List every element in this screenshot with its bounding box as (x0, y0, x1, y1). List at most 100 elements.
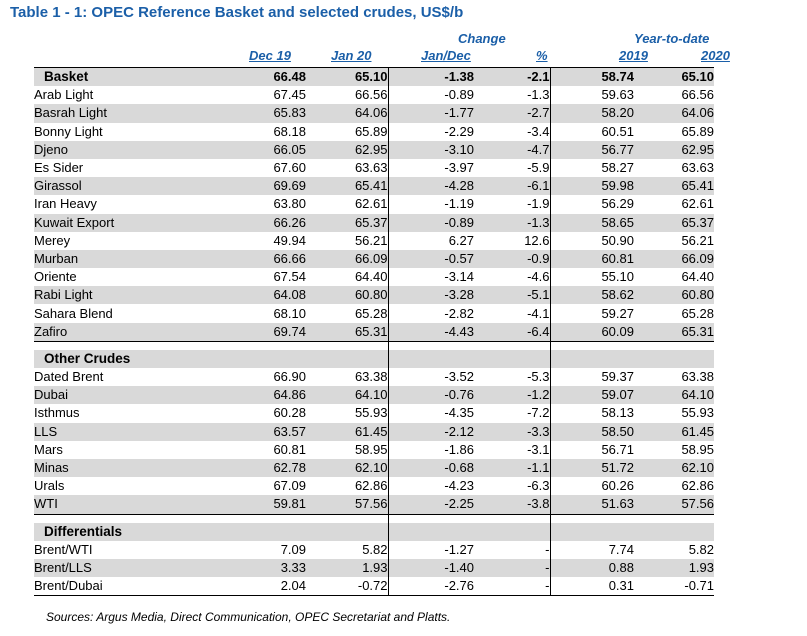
price-value: 62.95 (306, 140, 388, 159)
source-note: Sources: Argus Media, Direct Communicati… (46, 610, 451, 624)
header-jandec: Jan/Dec (421, 48, 471, 63)
price-value: -2.82 (387, 304, 474, 323)
price-value: 66.09 (306, 249, 388, 269)
spacer-cell (34, 514, 224, 523)
table-row: Zafiro 69.74 65.31 -4.43 -6.4 60.09 65.31 (34, 322, 714, 342)
price-value: 65.83 (224, 104, 306, 123)
price-value: 63.38 (354, 369, 388, 385)
table-row: Rabi Light 64.08 60.80 -3.28 -5.1 58.62 60.80 (34, 286, 714, 305)
price-value: 56.29 (549, 195, 634, 214)
crude-name: Kuwait Export (34, 213, 224, 232)
crude-name: Rabi Light (34, 286, 224, 305)
price-value: 58.95 (354, 441, 388, 457)
price-value: -2.7 (474, 104, 550, 123)
table-row: Dated Brent 66.90 63.38 -3.52 -5.3 59.37 63.38 (34, 368, 714, 387)
group-value: 65.10 (306, 67, 388, 87)
price-value: -0.76 (387, 386, 474, 405)
group-label: Differentials (34, 522, 224, 541)
price-value: 62.95 (634, 140, 714, 159)
price-value: -5.3 (527, 369, 550, 385)
crude-name: Iran Heavy (34, 196, 97, 212)
table-row: Girassol 69.69 65.41 -4.28 -6.1 59.98 65.41 (34, 177, 714, 196)
price-value: 5.82 (362, 541, 388, 557)
price-value: 62.10 (306, 458, 388, 478)
price-value: -2.76 (387, 577, 474, 597)
group-label: Other Crudes (34, 349, 224, 368)
group-value (474, 349, 550, 368)
price-value: -3.28 (387, 286, 474, 305)
price-value: 66.05 (224, 140, 306, 159)
price-value: 65.37 (634, 213, 714, 232)
price-value: 63.80 (273, 196, 306, 212)
crude-name: Es Sider (34, 160, 84, 176)
price-value: -0.71 (634, 577, 714, 597)
price-value: 62.86 (354, 478, 388, 494)
table-row: Basrah Light 65.83 64.06 -1.77 -2.7 58.20 64.0… (34, 104, 714, 123)
price-value: 59.07 (549, 386, 634, 405)
table-row: Minas 62.78 62.10 -0.68 -1.1 51.72 62.10 (34, 458, 714, 478)
price-value: 7.09 (280, 541, 306, 557)
price-value: 62.61 (354, 196, 388, 212)
header-ytd: Year-to-date (634, 31, 710, 46)
crude-name: Murban (34, 249, 224, 269)
group-value (306, 522, 388, 541)
spacer-cell (387, 514, 474, 523)
price-value: 1.93 (306, 558, 388, 578)
spacer-cell (34, 341, 224, 350)
price-value: 64.06 (306, 104, 388, 123)
table-row: LLS 63.57 61.45 -2.12 -3.3 58.50 61.45 (34, 422, 714, 441)
price-value: 59.63 (549, 86, 634, 105)
spacer-cell (549, 341, 634, 350)
price-value: -1.9 (527, 196, 550, 212)
price-value: 60.81 (273, 441, 306, 457)
crude-name: Brent/WTI (34, 541, 93, 557)
group-row: Basket 66.48 65.10 -1.38 -2.1 58.74 65.10 (34, 67, 714, 87)
table-row: Brent/WTI 7.09 5.82 -1.27-7.74 5.82 (34, 540, 714, 559)
table-row: Merey 49.94 56.21 6.27 12.6 50.90 56.21 (34, 231, 714, 250)
price-value: 61.45 (306, 422, 388, 441)
price-value: - (545, 541, 550, 557)
price-value: 3.33 (224, 558, 306, 578)
header-change: Change (458, 31, 506, 46)
price-value: 60.81 (549, 249, 634, 269)
crude-prices-table: Basket 66.48 65.10 -1.38 -2.1 58.74 65.10 Arab … (34, 67, 714, 597)
table-row: Sahara Blend 68.10 65.28 -2.82 -4.1 59.27 65.2… (34, 304, 714, 323)
price-value: -1.1 (474, 458, 550, 478)
price-value: 55.93 (681, 405, 714, 421)
price-value: 60.28 (273, 405, 306, 421)
price-value: -6.4 (474, 322, 550, 342)
price-value: 66.90 (273, 369, 306, 385)
group-value (306, 349, 388, 368)
table-row: Djeno 66.05 62.95 -3.10 -4.7 56.77 62.95 (34, 140, 714, 159)
price-value: -4.35 (387, 404, 474, 423)
group-value: -1.38 (387, 67, 474, 87)
price-value: 58.62 (549, 286, 634, 305)
price-value: -1.2 (474, 386, 550, 405)
price-value: 65.31 (306, 322, 388, 342)
spacer-cell (306, 514, 388, 523)
price-value: 60.26 (549, 477, 634, 496)
price-value: -3.52 (387, 368, 474, 387)
price-value: 67.54 (273, 269, 306, 285)
price-value: 58.27 (549, 158, 634, 178)
price-value: 62.61 (681, 196, 714, 212)
price-value: -1.40 (387, 558, 474, 578)
crude-name: Brent/Dubai (34, 577, 224, 597)
group-value: -2.1 (474, 67, 550, 87)
price-value: 65.41 (634, 177, 714, 196)
price-value: -1.27 (387, 540, 474, 559)
table-row: Kuwait Export 66.26 65.37 -0.89 -1.3 58.65 65.… (34, 213, 714, 232)
price-value: 65.41 (306, 177, 388, 196)
price-value: -2.25 (387, 495, 474, 515)
spacer-cell (387, 341, 474, 350)
price-value: -3.10 (387, 140, 474, 159)
price-value: 66.56 (354, 87, 388, 103)
table-row: Isthmus 60.28 55.93 -4.35 -7.2 58.13 55.93 (34, 404, 714, 423)
table-body: Basket 66.48 65.10 -1.38 -2.1 58.74 65.10 Arab … (34, 67, 714, 597)
price-value: -4.1 (527, 305, 550, 321)
group-value: 65.10 (634, 67, 714, 87)
price-value: -0.89 (387, 213, 474, 232)
price-value: 65.37 (306, 213, 388, 232)
crude-name: Sahara Blend (34, 305, 113, 321)
spacer-cell (634, 514, 714, 523)
